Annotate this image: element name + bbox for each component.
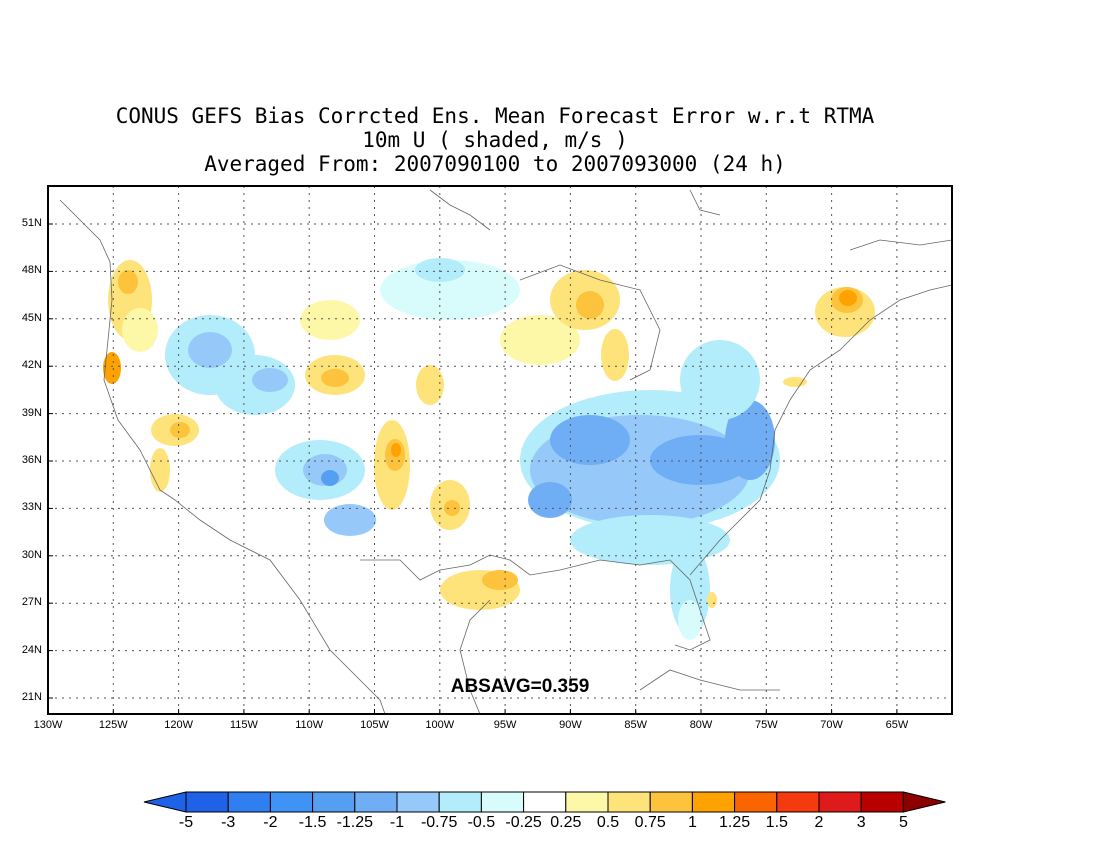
- colorbar-label: 0.25: [550, 814, 582, 831]
- colorbar-swatch: [396, 791, 440, 813]
- gridlines: [48, 186, 952, 714]
- lon-label: 100W: [425, 719, 455, 731]
- lon-label: 125W: [98, 719, 128, 731]
- lat-label: 27N: [21, 596, 42, 609]
- colorbar-swatch: [607, 791, 651, 813]
- colorbar-label: 3: [856, 814, 866, 831]
- colorbar-swatch: [860, 791, 904, 813]
- lon-label: 80W: [689, 719, 713, 731]
- colorbar: [143, 791, 946, 813]
- colorbar-label: -0.25: [505, 814, 542, 831]
- title-line-3: Averaged From: 2007090100 to 2007093000 …: [204, 152, 786, 176]
- lat-label: 30N: [21, 548, 42, 561]
- colorbar-swatch: [354, 791, 398, 813]
- lat-label: 24N: [21, 643, 42, 656]
- colorbar-label: -0.75: [420, 814, 458, 831]
- colorbar-swatch: [818, 791, 862, 813]
- absavg-annotation: ABSAVG=0.359: [450, 676, 590, 697]
- colorbar-swatch: [734, 791, 778, 813]
- lat-label: 42N: [21, 359, 42, 372]
- lat-label: 48N: [21, 264, 42, 277]
- colorbar-arrow-low: [143, 791, 187, 813]
- colorbar-swatch: [691, 791, 736, 813]
- colorbar-label: 1.25: [719, 814, 751, 831]
- lat-label: 51N: [21, 217, 42, 229]
- colorbar-label: 1.5: [765, 814, 788, 831]
- coastlines: [59, 189, 952, 714]
- lat-label: 45N: [21, 311, 42, 324]
- axis-ticks: [47, 223, 898, 714]
- colorbar-swatch: [776, 791, 820, 813]
- colorbar-label: 2: [814, 814, 824, 831]
- lat-label: 36N: [21, 454, 42, 466]
- lat-label: 33N: [21, 501, 42, 514]
- lat-label: 39N: [21, 406, 42, 419]
- lon-label: 70W: [820, 719, 843, 731]
- colorbar-swatch: [649, 791, 693, 813]
- lon-label: 85W: [624, 719, 647, 731]
- colorbar-label: -2: [263, 814, 278, 831]
- shaded-field: [103, 258, 875, 640]
- colorbar-swatch: [227, 791, 271, 813]
- colorbar-label: 1: [687, 814, 697, 831]
- lon-label: 65W: [885, 719, 909, 731]
- lon-label: 120W: [164, 719, 193, 731]
- colorbar-swatch: [438, 791, 482, 813]
- map-frame: [47, 185, 953, 715]
- colorbar-swatch: [269, 791, 314, 813]
- colorbar-label: -1.25: [336, 814, 374, 831]
- lon-label: 75W: [754, 719, 778, 731]
- lon-label: 110W: [295, 719, 324, 731]
- lat-label: 21N: [21, 691, 42, 703]
- colorbar-arrow-high: [902, 791, 946, 813]
- colorbar-swatch: [523, 791, 567, 813]
- colorbar-label: -1.5: [298, 814, 327, 831]
- colorbar-label: 0.5: [596, 814, 620, 831]
- colorbar-swatch: [185, 791, 229, 813]
- colorbar-label: 5: [898, 814, 908, 831]
- colorbar-label: -3: [221, 814, 236, 831]
- lon-label: 130W: [33, 719, 63, 731]
- colorbar-swatch: [480, 791, 525, 813]
- colorbar-label: 0.75: [634, 814, 666, 831]
- title-line-2: 10m U ( shaded, m/s ): [362, 128, 628, 152]
- colorbar-swatch: [565, 791, 609, 813]
- lon-label: 90W: [559, 719, 582, 731]
- colorbar-label: -1: [389, 814, 405, 831]
- title-line-1: CONUS GEFS Bias Corrcted Ens. Mean Forec…: [115, 104, 875, 128]
- colorbar-label: -5: [178, 814, 194, 831]
- lon-label: 95W: [493, 719, 517, 731]
- lon-label: 115W: [229, 719, 258, 731]
- colorbar-swatch: [312, 791, 356, 813]
- lon-label: 105W: [360, 719, 389, 731]
- colorbar-label: -0.5: [467, 814, 496, 831]
